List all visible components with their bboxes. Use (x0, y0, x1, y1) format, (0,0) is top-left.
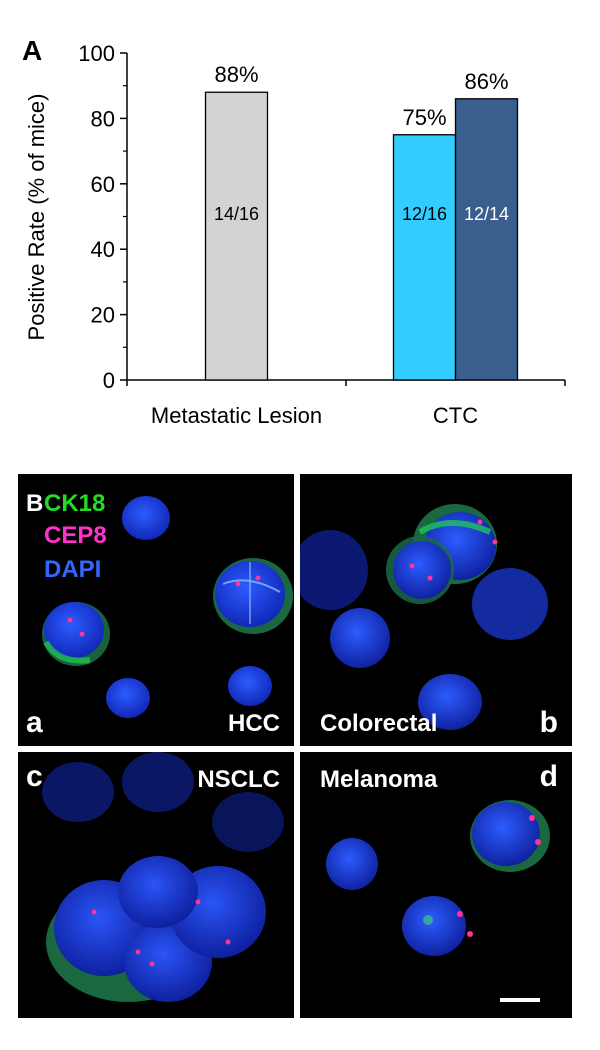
micrograph-panel-a: B CK18 CEP8 DAPI a HCC (18, 474, 294, 746)
micrograph-hcc (42, 496, 293, 718)
micrograph-panel-b: Colorectal b (300, 474, 572, 746)
panel-name-nsclc: NSCLC (197, 766, 280, 793)
micrograph-colorectal (300, 504, 548, 730)
bar-count-label: 14/16 (214, 204, 259, 224)
legend-cep8: CEP8 (44, 522, 107, 549)
fluorescence-figure: B CK18 CEP8 DAPI a HCC (18, 474, 572, 1018)
bar-chart: A Positive Rate (% of mice) 0 20 40 60 80 100… (22, 35, 566, 428)
bar-count-label: 12/16 (402, 204, 447, 224)
micrograph-panel-d: Melanoma d (300, 752, 572, 1018)
bar (392, 134, 457, 381)
y-tick-label: 80 (91, 106, 115, 131)
x-tick-label: Metastatic Lesion (151, 403, 322, 428)
bar-series: 88% 14/16 75% 12/16 86% 12/14 (204, 62, 519, 381)
x-tick-label: CTC (433, 403, 478, 428)
bar-percent-label: 88% (214, 62, 258, 87)
legend-panel-label: B (26, 490, 44, 517)
panel-letter-b: b (539, 706, 558, 739)
panel-name-melanoma: Melanoma (320, 766, 438, 793)
bar-percent-label: 75% (402, 105, 446, 130)
bar-percent-label: 86% (464, 69, 508, 94)
micrograph-nsclc (42, 752, 284, 1002)
panel-name-colorectal: Colorectal (320, 710, 438, 737)
panel-letter-d: d (539, 760, 558, 793)
y-axis: 0 20 40 60 80 100 (78, 41, 128, 393)
x-axis: Metastatic Lesion CTC (126, 379, 566, 428)
y-tick-label: 0 (103, 368, 115, 393)
bar (204, 91, 269, 381)
y-tick-label: 20 (91, 303, 115, 328)
panel-letter-c: c (26, 760, 43, 793)
legend-ck18: CK18 (44, 490, 106, 517)
micrograph-panel-c: c NSCLC (18, 752, 294, 1018)
bar (454, 98, 519, 381)
y-tick-label: 40 (91, 237, 115, 262)
chart-panel-label: A (22, 35, 42, 66)
panel-letter-a: a (26, 706, 43, 739)
panel-name-hcc: HCC (228, 710, 280, 737)
scale-bar (500, 998, 540, 1002)
legend-dapi: DAPI (44, 556, 102, 583)
y-tick-label: 60 (91, 172, 115, 197)
bar-count-label: 12/14 (464, 204, 509, 224)
micrograph-melanoma (326, 800, 550, 1002)
y-tick-label: 100 (78, 41, 115, 66)
y-axis-label: Positive Rate (% of mice) (24, 94, 49, 341)
